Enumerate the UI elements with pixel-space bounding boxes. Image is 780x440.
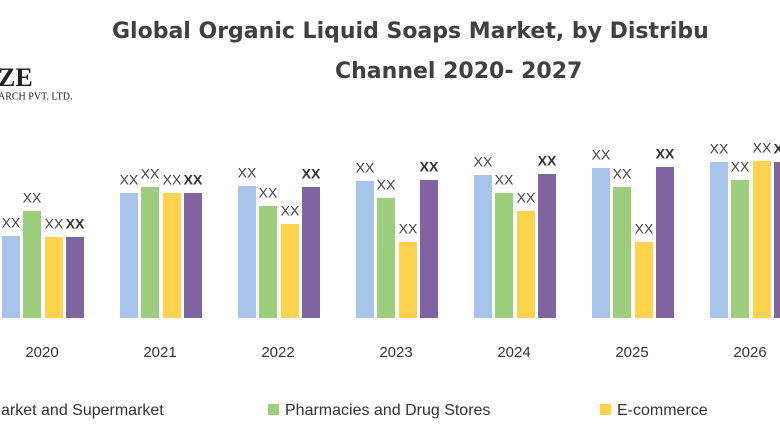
x-tick-label: 2024 — [497, 344, 530, 361]
bar — [356, 181, 374, 318]
x-tick-label: 2026 — [733, 344, 766, 361]
x-tick-label: 2025 — [615, 344, 648, 361]
data-label: XX — [2, 215, 21, 231]
data-label: XX — [399, 221, 418, 237]
logo-subtitle: ARCH PVT. LTD. — [0, 91, 72, 102]
x-tick-label: 2022 — [261, 344, 294, 361]
bar — [377, 198, 395, 318]
data-label: XX — [163, 172, 182, 188]
data-label: XX — [731, 159, 750, 175]
data-label: XX — [141, 166, 160, 182]
legend-swatch — [600, 404, 611, 415]
bar — [495, 193, 513, 318]
data-label: XX — [45, 216, 64, 232]
data-label: XX — [592, 147, 611, 163]
bar — [120, 193, 138, 318]
bar — [613, 187, 631, 318]
bar — [2, 236, 20, 318]
bar — [656, 167, 674, 318]
bar — [420, 180, 438, 318]
bar — [238, 186, 256, 318]
bar — [281, 224, 299, 318]
bar — [474, 175, 492, 318]
bar — [635, 242, 653, 318]
bar — [731, 180, 749, 318]
data-label: XX — [656, 146, 675, 162]
legend-swatch — [268, 404, 279, 415]
bar — [774, 162, 780, 318]
bar — [517, 211, 535, 318]
bar — [302, 187, 320, 318]
bar — [538, 174, 556, 318]
bar — [23, 211, 41, 318]
data-label: XX — [420, 159, 439, 175]
chart-title: Global Organic Liquid Soaps Market, by D… — [112, 19, 709, 44]
data-label: XX — [517, 190, 536, 206]
x-tick-label: 2023 — [379, 344, 412, 361]
bar — [753, 161, 771, 318]
x-tick-label: 2020 — [25, 344, 58, 361]
data-label: XX — [184, 172, 203, 188]
bar — [399, 242, 417, 318]
data-label: XX — [753, 140, 772, 156]
data-label: XX — [377, 177, 396, 193]
bar — [710, 162, 728, 318]
data-label: XX — [538, 153, 557, 169]
chart-subtitle: Channel 2020- 2027 — [335, 59, 582, 84]
data-label: XX — [635, 221, 654, 237]
data-label: XX — [774, 141, 780, 157]
bar — [141, 187, 159, 318]
bar — [45, 237, 63, 318]
data-label: XX — [302, 166, 321, 182]
bar — [66, 237, 84, 318]
data-label: XX — [66, 216, 85, 232]
data-label: XX — [710, 141, 729, 157]
data-label: XX — [613, 166, 632, 182]
data-label: XX — [356, 160, 375, 176]
bar — [592, 168, 610, 318]
bar — [184, 193, 202, 318]
data-label: XX — [474, 154, 493, 170]
bar — [259, 206, 277, 318]
x-tick-label: 2021 — [143, 344, 176, 361]
logo: ZE — [0, 63, 33, 92]
data-label: XX — [259, 185, 278, 201]
legend-label: E-commerce — [617, 402, 708, 419]
data-label: XX — [281, 203, 300, 219]
legend-label: arket and Supermarket — [1, 402, 164, 419]
data-label: XX — [23, 190, 42, 206]
data-label: XX — [495, 172, 514, 188]
bar — [163, 193, 181, 318]
data-label: XX — [120, 172, 139, 188]
legend-label: Pharmacies and Drug Stores — [285, 402, 490, 419]
data-label: XX — [238, 165, 257, 181]
